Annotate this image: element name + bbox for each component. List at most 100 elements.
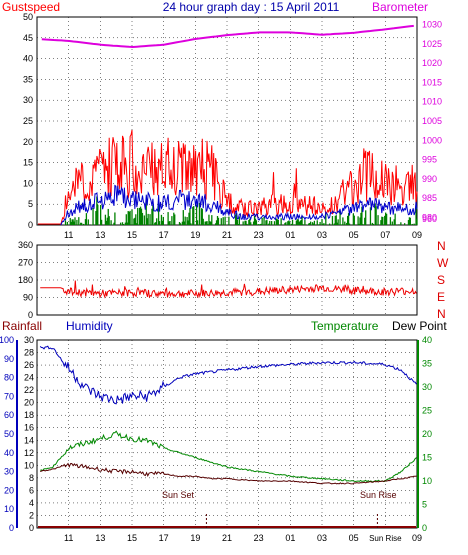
direction-tick-label: 270 [18, 258, 33, 268]
gust-tick-label: 20 [23, 137, 33, 147]
barometer-axis-title: Barometer [372, 0, 428, 14]
humidity-temperature-panel: Rainfall Humidity Temperature Dew Point … [0, 319, 447, 543]
barometer-tick-label: 960 [422, 214, 437, 224]
rain-tick-label: 18 [24, 410, 34, 420]
humidity-tick-labels: 0 10 20 30 40 50 60 70 80 90 100 [0, 335, 18, 533]
compass-letter: S [437, 273, 445, 287]
barometer-tick-label: 1005 [422, 116, 442, 126]
temperature-tick-label: 20 [422, 429, 432, 439]
x-tick-label: 05 [349, 533, 359, 543]
rain-tick-label: 4 [29, 498, 34, 508]
barometer-tick-label: 1010 [422, 97, 442, 107]
barometer-tick-label: 980 [422, 212, 437, 222]
humidity-axis-title: Humidity [66, 319, 113, 333]
panel2-grid [37, 244, 418, 316]
rain-tick-label: 30 [24, 335, 34, 345]
panel1-series [38, 24, 418, 226]
direction-tick-label: 0 [28, 310, 33, 320]
barometer-tick-label: 995 [422, 155, 437, 165]
x-tick-label: 05 [349, 230, 359, 240]
rain-tick-label: 24 [24, 373, 34, 383]
rain-tick-label: 6 [29, 485, 34, 495]
compass-letter: E [437, 290, 445, 304]
rain-tick-label: 0 [29, 523, 34, 533]
gust-series-line [60, 129, 418, 226]
panel1-x-tick-labels: 11 13 15 17 19 21 23 01 03 05 07 09 [64, 230, 422, 240]
humidity-tick-label: 90 [4, 354, 14, 364]
x-tick-label: 13 [95, 230, 105, 240]
average-wind-line [60, 184, 418, 226]
barometer-tick-label: 1000 [422, 135, 442, 145]
x-tick-label: 13 [95, 533, 105, 543]
gust-tick-label: 45 [23, 33, 33, 43]
x-tick-label: 21 [222, 533, 232, 543]
temperature-tick-label: 35 [422, 359, 432, 369]
humidity-series-line [39, 345, 417, 405]
humidity-tick-label: 20 [4, 485, 14, 495]
panel1-grid [37, 16, 418, 226]
temperature-tick-label: 25 [422, 406, 432, 416]
panel3-series [38, 345, 417, 528]
panel2-series [40, 280, 417, 299]
gust-tick-label: 50 [23, 12, 33, 22]
rain-tick-label: 12 [24, 448, 34, 458]
humidity-tick-label: 10 [4, 504, 14, 514]
barometer-tick-labels: 980 985 990 995 1000 1005 1010 1015 1020 1025 1030… [422, 20, 442, 224]
gust-tick-labels: 0 5 10 15 20 25 30 35 40 45 50 [23, 12, 33, 230]
gust-tick-label: 40 [23, 54, 33, 64]
sunrise-annotation: Sun Rise [360, 490, 397, 500]
humidity-tick-label: 100 [0, 335, 14, 345]
gust-tick-label: 5 [28, 199, 33, 209]
temperature-axis-title: Temperature [311, 319, 379, 333]
rain-tick-label: 26 [24, 360, 34, 370]
temperature-series-line [40, 430, 417, 483]
x-tick-label: 01 [285, 533, 295, 543]
x-tick-label: 03 [317, 230, 327, 240]
barometer-tick-label: 1015 [422, 77, 442, 87]
rain-tick-label: 22 [24, 385, 34, 395]
x-tick-label: 11 [64, 533, 73, 543]
gust-tick-label: 35 [23, 74, 33, 84]
dewpoint-axis-title: Dew Point [392, 319, 447, 333]
direction-tick-labels: 0 90 180 270 360 [18, 240, 33, 320]
humidity-tick-label: 30 [4, 467, 14, 477]
x-tick-label: Sun Rise [369, 534, 402, 543]
direction-tick-label: 90 [23, 293, 33, 303]
compass-letter: N [437, 307, 446, 321]
compass-letter: N [437, 239, 446, 253]
direction-tick-label: 180 [18, 275, 33, 285]
gust-axis-title: Gustspeed [2, 0, 60, 14]
direction-tick-label: 360 [18, 240, 33, 250]
barometer-series-line [41, 24, 414, 49]
x-tick-label: 07 [380, 230, 390, 240]
temperature-tick-label: 0 [422, 523, 427, 533]
temperature-tick-label: 40 [422, 335, 432, 345]
rain-tick-label: 14 [24, 435, 34, 445]
panel3-x-tick-labels: 11 13 15 17 19 21 23 01 03 05 Sun Rise 09 [64, 533, 422, 543]
gust-tick-label: 10 [23, 178, 33, 188]
rain-tick-label: 28 [24, 348, 34, 358]
rainfall-axis-title: Rainfall [2, 319, 42, 333]
gust-tick-label: 0 [28, 220, 33, 230]
barometer-tick-label: 985 [422, 193, 437, 203]
x-tick-label: 19 [190, 533, 200, 543]
temperature-tick-label: 5 [422, 500, 427, 510]
humidity-tick-label: 80 [4, 373, 14, 383]
rain-tick-label: 10 [24, 460, 34, 470]
x-tick-label: 17 [159, 230, 169, 240]
x-tick-label: 19 [190, 230, 200, 240]
barometer-tick-label: 1025 [422, 39, 442, 49]
humidity-tick-label: 40 [4, 448, 14, 458]
x-tick-label: 09 [412, 230, 422, 240]
barometer-tick-label: 990 [422, 174, 437, 184]
humidity-tick-label: 70 [4, 391, 14, 401]
gust-tick-label: 30 [23, 95, 33, 105]
rain-tick-label: 16 [24, 423, 34, 433]
temperature-tick-labels: 0 5 10 15 20 25 30 35 40 [417, 335, 432, 533]
temperature-tick-label: 10 [422, 476, 432, 486]
chart-title: 24 hour graph day : 15 April 2011 [163, 0, 340, 14]
